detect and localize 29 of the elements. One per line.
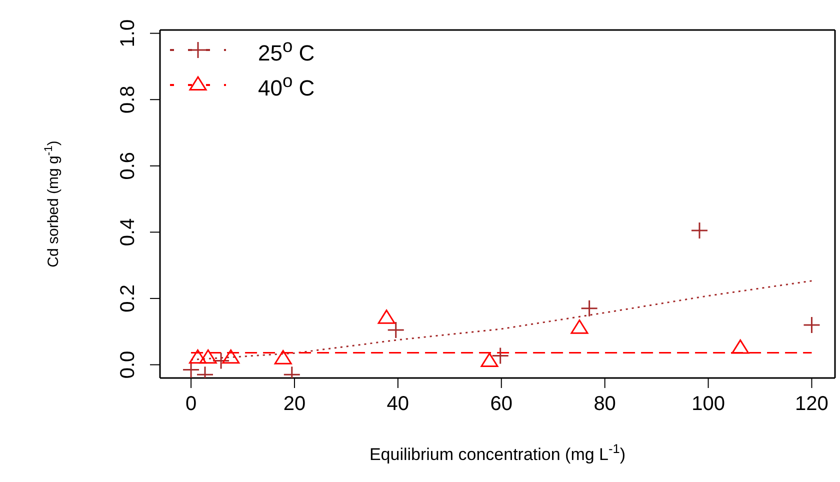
point bbox=[570, 320, 588, 334]
point bbox=[222, 349, 240, 364]
x-axis-title: Equilibrium concentration (mg L$^{-1}$) bbox=[369, 440, 626, 464]
point bbox=[199, 349, 217, 364]
point bbox=[802, 316, 820, 334]
y-tick-label: 0.2 bbox=[117, 284, 139, 312]
x-tick-label: 40 bbox=[386, 393, 410, 415]
legend-label: 25$^{o}$ C bbox=[258, 34, 315, 68]
y-tick-label: 1.0 bbox=[117, 19, 139, 48]
point bbox=[274, 350, 292, 364]
x-tick-label: 100 bbox=[692, 393, 725, 415]
x-tick-label: 80 bbox=[594, 393, 616, 415]
legend-label: 40$^{o}$ C bbox=[258, 69, 315, 103]
point bbox=[690, 222, 708, 240]
y-tick-label: 0.6 bbox=[117, 152, 139, 180]
x-tick-label: 120 bbox=[795, 393, 828, 415]
point bbox=[182, 360, 200, 378]
y-tick-label: 0.0 bbox=[117, 350, 139, 379]
x-tick-label: 0 bbox=[185, 393, 197, 415]
point bbox=[387, 321, 405, 339]
point bbox=[378, 310, 396, 324]
point bbox=[732, 339, 750, 354]
y-tick-label: 0.4 bbox=[117, 218, 139, 246]
point bbox=[189, 349, 207, 364]
point bbox=[480, 352, 498, 367]
point bbox=[580, 300, 598, 318]
x-tick-label: 60 bbox=[490, 393, 513, 415]
x-tick-label: 20 bbox=[283, 393, 306, 415]
y-tick-label: 0.8 bbox=[117, 86, 139, 114]
